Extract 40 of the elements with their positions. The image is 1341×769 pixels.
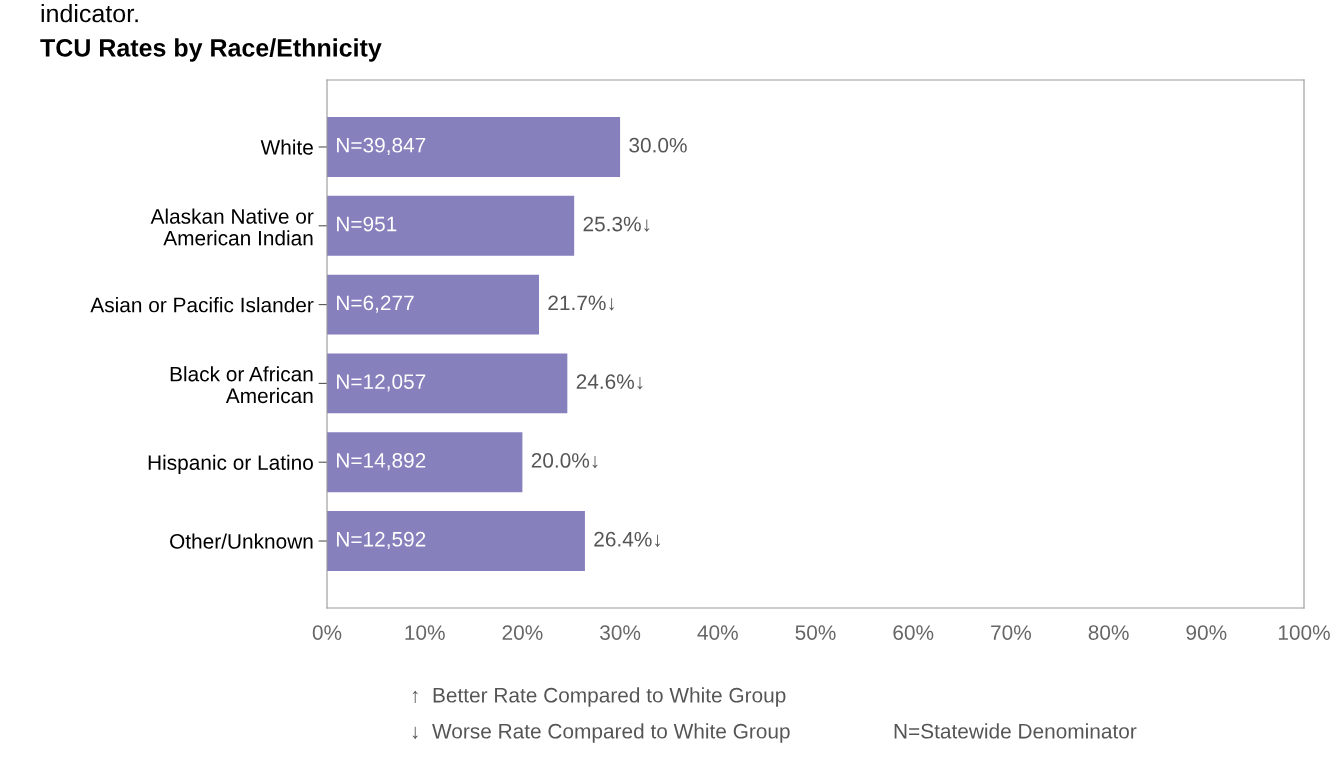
annotation: N=6,277 xyxy=(337,295,414,313)
x-tick-label: 80% xyxy=(1088,625,1129,640)
bar xyxy=(327,432,523,493)
y-tick-label: Black or African American xyxy=(170,366,313,404)
data-label: 20.0%↓ xyxy=(531,453,598,469)
bar xyxy=(327,274,540,335)
bar xyxy=(327,195,575,256)
x-tick-label: 20% xyxy=(502,625,543,640)
x-tick-label: 100% xyxy=(1278,625,1330,640)
annotation: N=951 xyxy=(337,216,397,232)
x-tick-label: 10% xyxy=(405,625,445,640)
data-label: 21.7%↓ xyxy=(548,295,615,311)
bar xyxy=(327,117,621,177)
chart-title: TCU Rates by Race/Ethnicity xyxy=(40,38,382,62)
y-tick-label: Hispanic or Latino xyxy=(148,454,313,475)
data-label: 24.6%↓ xyxy=(576,374,643,390)
annotation: N=14,892 xyxy=(337,453,426,471)
x-tick-label: 50% xyxy=(795,625,836,640)
annotation: N=39,847 xyxy=(337,137,426,156)
text: N=Statewide Denominator xyxy=(894,723,1137,739)
data-label: 30.0% xyxy=(629,137,687,153)
x-tick-label: 0% xyxy=(312,625,342,640)
text: ↑ Better Rate Compared to White Group xyxy=(412,687,786,707)
annotation: N=12,057 xyxy=(337,374,426,392)
data-label: 26.4%↓ xyxy=(594,531,660,548)
text: ↓ Worse Rate Compared to White Group xyxy=(412,723,790,743)
x-tick-label: 70% xyxy=(991,625,1032,640)
y-tick-label: White xyxy=(260,139,313,155)
text: indicator. xyxy=(41,4,138,23)
x-tick-label: 40% xyxy=(697,625,738,640)
data-label: 25.3%↓ xyxy=(583,216,650,232)
y-tick-label: Asian or Pacific Islander xyxy=(90,297,314,313)
y-tick-label: Other/Unknown xyxy=(170,533,313,549)
y-tick-label: Alaskan Native or American Indian xyxy=(150,208,314,246)
bar xyxy=(327,353,568,414)
x-tick-label: 60% xyxy=(893,625,934,640)
bar xyxy=(327,511,585,571)
x-tick-label: 30% xyxy=(600,625,641,640)
annotation: N=12,592 xyxy=(337,531,426,550)
x-tick-label: 90% xyxy=(1186,625,1227,640)
